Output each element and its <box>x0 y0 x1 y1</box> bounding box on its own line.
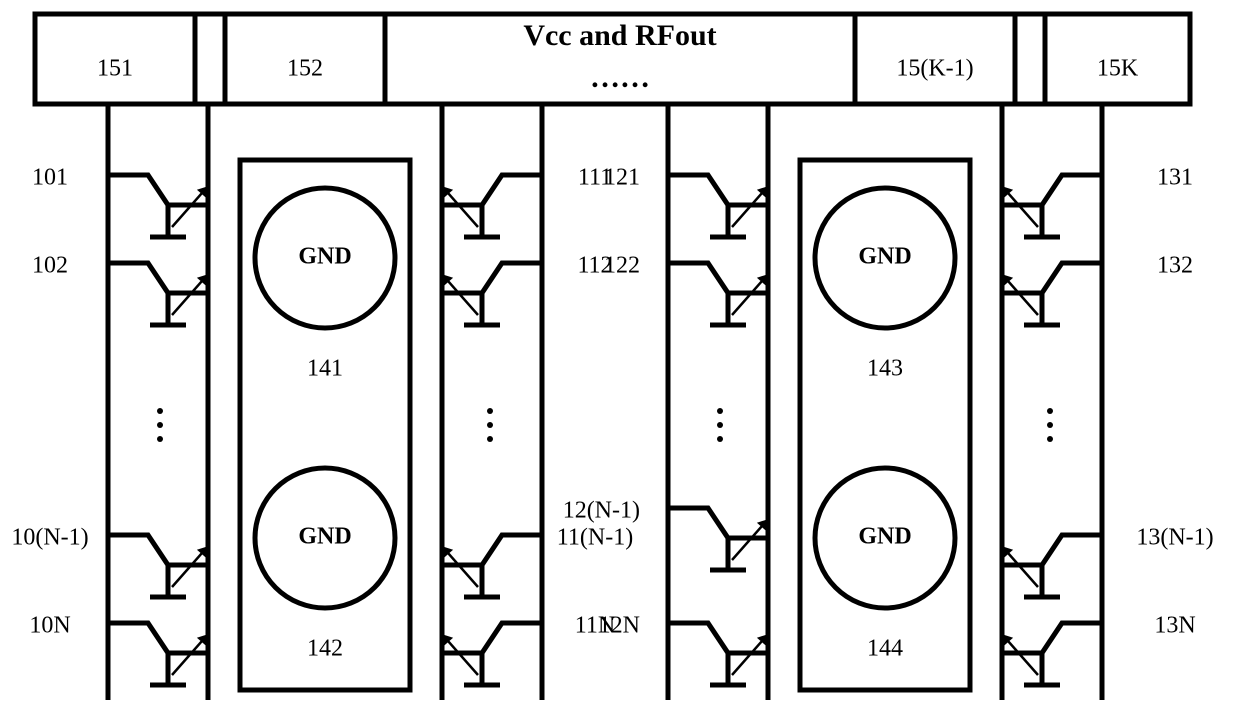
finger-col-11-dot <box>487 408 493 414</box>
header-cell-15K: 15K <box>1097 55 1139 81</box>
finger-10N-1-label: 10(N-1) <box>11 525 88 551</box>
finger-col-13-dot <box>1047 436 1053 442</box>
finger-col-13-dot <box>1047 422 1053 428</box>
gnd-pad-141-label: GND <box>298 244 351 270</box>
finger-col-12-dot <box>717 422 723 428</box>
finger-122-label: 122 <box>604 253 640 279</box>
finger-10N-label: 10N <box>29 613 70 639</box>
finger-131-label: 131 <box>1157 165 1193 191</box>
gnd-pad-144-label: GND <box>858 524 911 550</box>
finger-11N-1-label: 11(N-1) <box>557 525 633 551</box>
finger-col-11-dot <box>487 436 493 442</box>
finger-12N-1-label: 12(N-1) <box>563 498 640 524</box>
gnd-pad-142-num: 142 <box>307 636 343 662</box>
header-cell-152: 152 <box>287 55 323 81</box>
finger-col-12-dot <box>717 408 723 414</box>
finger-12N-label: 12N <box>599 613 640 639</box>
finger-102-label: 102 <box>32 253 68 279</box>
diagram-stage: 151 152 15(K-1) 15K Vcc and RFout …… GND 141 GND… <box>0 0 1240 702</box>
gnd-pad-144-num: 144 <box>867 636 903 662</box>
header-cell-151: 151 <box>97 55 133 81</box>
finger-132-label: 132 <box>1157 253 1193 279</box>
finger-col-12-dot <box>717 436 723 442</box>
gnd-pad-142-label: GND <box>298 524 351 550</box>
gnd-pad-141-num: 141 <box>307 356 343 382</box>
header-cell-15K-1: 15(K-1) <box>896 55 973 81</box>
finger-col-10-dot <box>157 436 163 442</box>
finger-col-10-dot <box>157 408 163 414</box>
diagram-svg: 151 152 15(K-1) 15K Vcc and RFout …… GND 141 GND… <box>0 0 1240 702</box>
gnd-pad-143-label: GND <box>858 244 911 270</box>
finger-col-11-dot <box>487 422 493 428</box>
header-dots: …… <box>590 61 650 94</box>
finger-col-13-dot <box>1047 408 1053 414</box>
finger-121-label: 121 <box>604 165 640 191</box>
finger-101-label: 101 <box>32 165 68 191</box>
finger-13N-1-label: 13(N-1) <box>1136 525 1213 551</box>
finger-13N-label: 13N <box>1154 613 1195 639</box>
header-title: Vcc and RFout <box>523 19 716 52</box>
gnd-pad-143-num: 143 <box>867 356 903 382</box>
finger-col-10-dot <box>157 422 163 428</box>
